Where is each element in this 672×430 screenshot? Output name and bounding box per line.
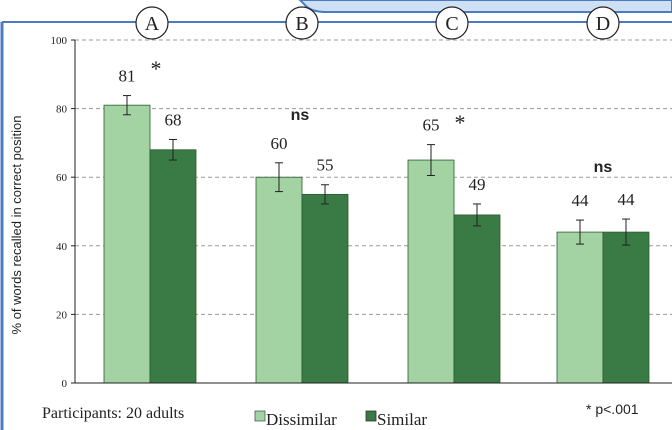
value-label-d-dissimilar: 44 <box>572 191 590 210</box>
legend: Dissimilar Similar <box>254 410 427 429</box>
significance-b: ns <box>291 107 310 124</box>
significance-c: * <box>455 110 466 135</box>
y-tick-label-80: 80 <box>56 104 68 116</box>
value-label-c-similar: 49 <box>469 175 486 194</box>
bar-layer <box>103 95 650 384</box>
y-tick-label-0: 0 <box>62 378 68 390</box>
significance-d: ns <box>594 159 613 176</box>
legend-swatch-similar <box>365 410 377 422</box>
category-label-b: B <box>295 13 308 35</box>
value-label-c-dissimilar: 65 <box>423 116 440 135</box>
legend-label-dissimilar: Dissimilar <box>266 410 337 429</box>
category-label-d: D <box>596 13 610 35</box>
label-layer: 0 20 40 60 80 100 81 60 65 44 68 55 49 44 A B C D * ns * ns <box>51 6 636 390</box>
bar-d-similar <box>602 231 650 384</box>
participants-note: Participants: 20 adults <box>42 405 184 422</box>
value-label-d-similar: 44 <box>618 190 636 209</box>
y-tick-label-100: 100 <box>51 35 68 47</box>
y-tick-label-20: 20 <box>56 309 68 321</box>
bar-d-dissimilar <box>556 231 604 384</box>
bar-c-similar <box>453 214 501 384</box>
category-circle-d <box>586 6 620 40</box>
bar-b-dissimilar <box>255 176 303 384</box>
value-label-b-dissimilar: 60 <box>271 134 288 153</box>
bar-c-dissimilar <box>407 159 455 384</box>
legend-label-similar: Similar <box>377 410 427 429</box>
slide-banner <box>298 0 672 13</box>
value-label-a-dissimilar: 81 <box>119 67 136 86</box>
bar-b-similar <box>301 193 349 384</box>
category-label-c: C <box>445 13 458 35</box>
category-circle-c <box>435 6 469 40</box>
y-tick-label-60: 60 <box>56 172 68 184</box>
value-label-a-similar: 68 <box>165 110 182 129</box>
legend-swatch-dissimilar <box>254 410 266 422</box>
category-circle-a <box>135 6 169 40</box>
significance-a: * <box>151 56 162 81</box>
bar-a-similar <box>149 149 197 384</box>
y-tick-label-40: 40 <box>56 241 68 253</box>
bar-a-dissimilar <box>103 104 151 384</box>
category-circle-b <box>285 6 319 40</box>
category-label-a: A <box>145 13 160 35</box>
y-axis-label: % of words recalled in correct position <box>9 116 24 335</box>
significance-note: * p<.001 <box>586 401 639 417</box>
value-label-b-similar: 55 <box>317 156 334 175</box>
